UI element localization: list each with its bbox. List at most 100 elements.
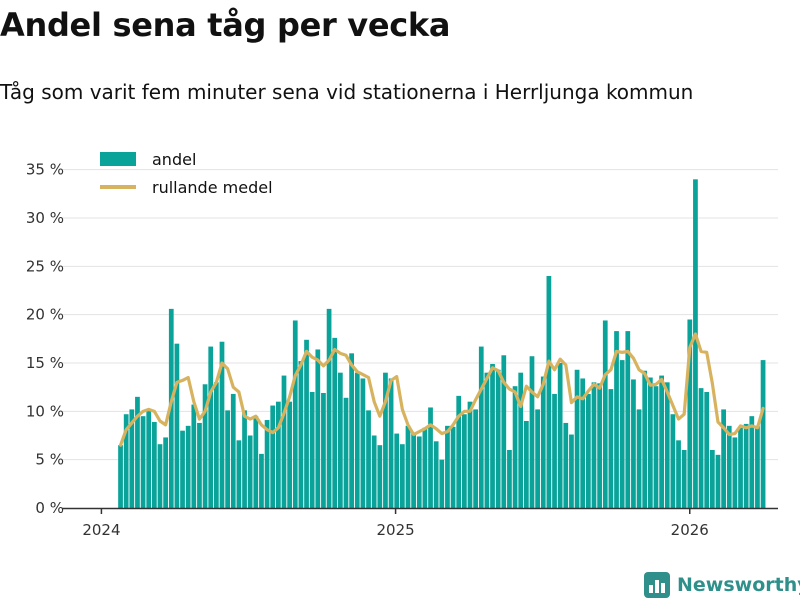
- bar: [151, 421, 157, 508]
- bar: [535, 409, 540, 508]
- bar: [168, 308, 174, 508]
- bar: [135, 396, 140, 508]
- bar: [219, 341, 225, 508]
- bar: [281, 375, 287, 508]
- bar: [185, 425, 191, 508]
- bar: [512, 386, 518, 508]
- bar: [591, 382, 597, 508]
- bar: [715, 454, 721, 508]
- legend-label-andel: andel: [152, 150, 196, 169]
- bar: [236, 440, 242, 508]
- bar: [337, 372, 343, 508]
- y-tick-label: 20 %: [26, 306, 64, 324]
- bar: [326, 308, 332, 508]
- bar: [439, 459, 445, 508]
- bar: [411, 432, 416, 508]
- bar: [321, 392, 326, 508]
- bar: [174, 343, 180, 508]
- bar: [360, 378, 366, 508]
- bar: [574, 369, 580, 508]
- bar: [540, 376, 546, 508]
- bar: [484, 372, 490, 508]
- rolling-average-line: [118, 332, 765, 447]
- bar: [315, 349, 321, 508]
- bar: [140, 416, 146, 508]
- bar-chart-logo-icon: [644, 572, 670, 598]
- bar: [456, 395, 462, 508]
- bar: [129, 409, 135, 508]
- bar: [349, 353, 354, 508]
- bar: [495, 369, 501, 508]
- bar: [383, 372, 388, 508]
- bar: [366, 410, 371, 508]
- bar: [693, 179, 698, 508]
- bar: [298, 361, 304, 508]
- bar: [523, 421, 529, 508]
- y-tick-label: 25 %: [26, 257, 64, 275]
- bar: [659, 375, 664, 508]
- bar: [191, 404, 197, 508]
- bar: [698, 388, 704, 508]
- bar: [230, 393, 236, 508]
- bar: [478, 346, 484, 508]
- bar: [354, 372, 360, 508]
- bar: [467, 401, 473, 508]
- bar: [653, 386, 659, 508]
- bar: [664, 382, 670, 508]
- bar: [518, 372, 524, 508]
- bar: [197, 422, 202, 508]
- bar: [118, 445, 123, 508]
- bar: [304, 339, 309, 508]
- bar: [433, 441, 439, 508]
- bar: [597, 383, 602, 508]
- bar: [163, 437, 168, 508]
- bar: [270, 405, 276, 508]
- bar: [394, 433, 400, 508]
- bar: [569, 434, 574, 508]
- bar: [428, 407, 433, 508]
- x-tick-label: 2026: [671, 521, 709, 539]
- bar: [445, 425, 450, 508]
- bar: [726, 425, 732, 508]
- bar: [676, 440, 681, 508]
- bar: [377, 445, 383, 508]
- y-tick-label: 5 %: [35, 451, 64, 469]
- bar: [450, 426, 456, 508]
- bar: [202, 384, 208, 508]
- bar: [371, 435, 377, 508]
- legend-label-rullande-medel: rullande medel: [152, 178, 273, 197]
- bar: [670, 414, 676, 508]
- brand-logo: Newsworthy: [644, 570, 800, 600]
- bar: [563, 422, 569, 508]
- y-tick-label: 0 %: [35, 499, 64, 517]
- axes: 0 % 5 % 10 % 15 % 20 % 25 % 30 % 35 % 2024 2025 20…: [26, 161, 778, 539]
- bar: [253, 416, 259, 508]
- bar: [309, 392, 315, 508]
- bar: [557, 363, 563, 508]
- bar: [507, 450, 512, 508]
- bar: [180, 430, 185, 508]
- bar: [743, 423, 749, 508]
- bar: [275, 401, 281, 508]
- bar: [580, 378, 586, 508]
- bar: [247, 435, 253, 508]
- bar: [213, 382, 219, 508]
- bar: [490, 363, 495, 508]
- bar: [157, 444, 163, 508]
- y-tick-label: 30 %: [26, 209, 64, 227]
- chart: 0 % 5 % 10 % 15 % 20 % 25 % 30 % 35 % 2024 2025 20…: [26, 150, 778, 539]
- bar: [552, 393, 557, 508]
- bar: [709, 450, 715, 508]
- bar: [642, 370, 648, 508]
- bar: [647, 377, 653, 508]
- bar: [585, 393, 591, 508]
- bar: [749, 416, 755, 508]
- bar: [687, 319, 693, 508]
- chart-title: Andel sena tåg per vecka: [0, 6, 451, 44]
- bar: [501, 355, 507, 508]
- legend-swatch-andel: [100, 152, 136, 166]
- bar: [738, 427, 743, 508]
- bar: [619, 360, 625, 508]
- bar: [681, 450, 687, 508]
- bar: [473, 409, 478, 508]
